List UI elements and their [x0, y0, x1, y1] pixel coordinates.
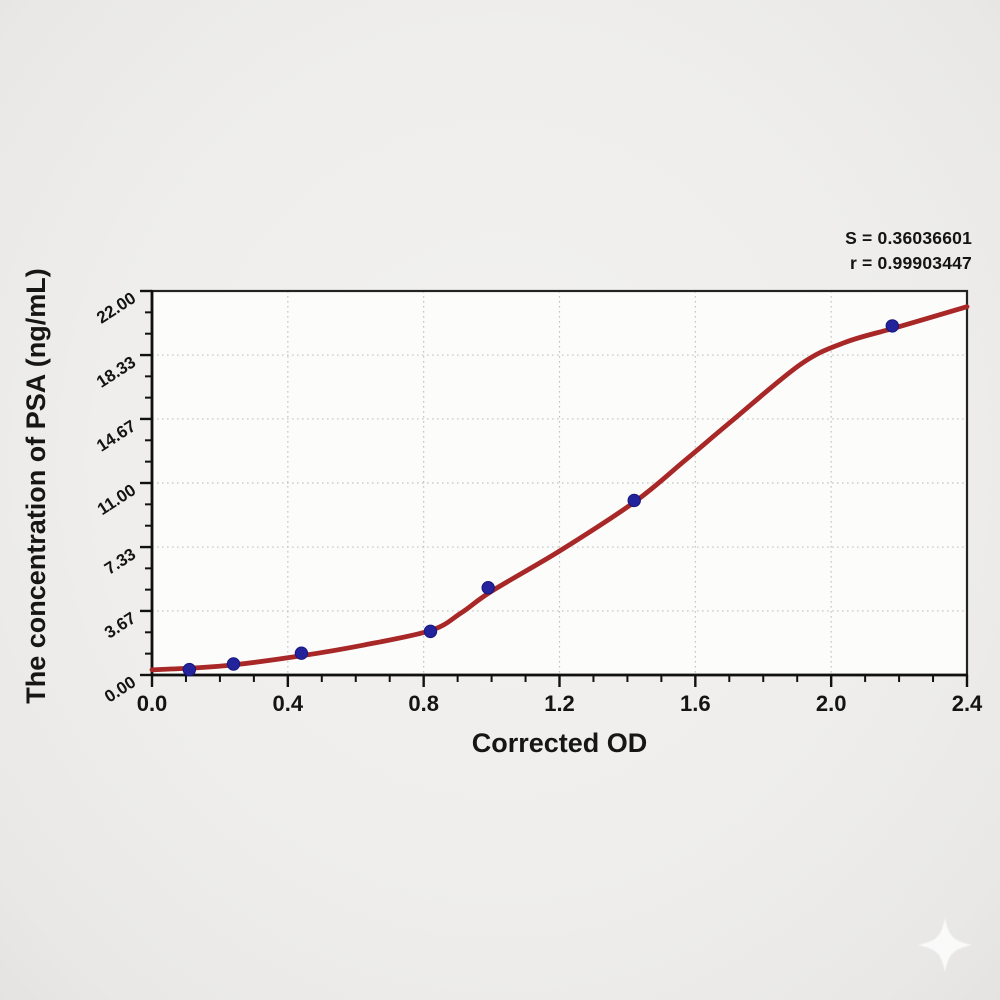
x-tick-label: 2.4 [952, 691, 983, 716]
x-tick-label: 0.8 [408, 691, 439, 716]
fitted-curve [149, 304, 970, 673]
y-tick-label: 7.33 [101, 544, 139, 578]
y-axis-title: The concentration of PSA (ng/mL) [21, 268, 51, 704]
y-tick-label: 11.00 [94, 480, 139, 519]
data-point [226, 657, 241, 671]
stat-r-value: r = 0.99903447 [849, 253, 972, 273]
sparkle-watermark-icon [918, 918, 972, 972]
y-tick-label: 0.00 [101, 672, 139, 706]
data-point [182, 662, 197, 677]
stat-s-value: S = 0.36036601 [845, 228, 972, 248]
x-tick-label: 1.6 [680, 691, 711, 716]
data-point [481, 581, 495, 595]
y-tick-label: 14.67 [93, 416, 139, 455]
stats-annotation: S = 0.36036601 r = 0.99903447 [845, 226, 972, 276]
data-point [885, 319, 899, 333]
x-tick-label: 0.0 [137, 691, 168, 716]
x-axis-title: Corrected OD [471, 728, 648, 758]
x-tick-label: 2.0 [816, 691, 847, 716]
x-tick-label: 0.4 [273, 691, 304, 716]
data-point [627, 493, 641, 508]
y-tick-label: 22.00 [93, 288, 139, 327]
data-point [423, 624, 438, 639]
y-tick-label: 18.33 [93, 352, 139, 391]
data-point [294, 646, 309, 660]
y-tick-label: 3.67 [101, 608, 139, 642]
x-tick-label: 1.2 [544, 691, 575, 716]
